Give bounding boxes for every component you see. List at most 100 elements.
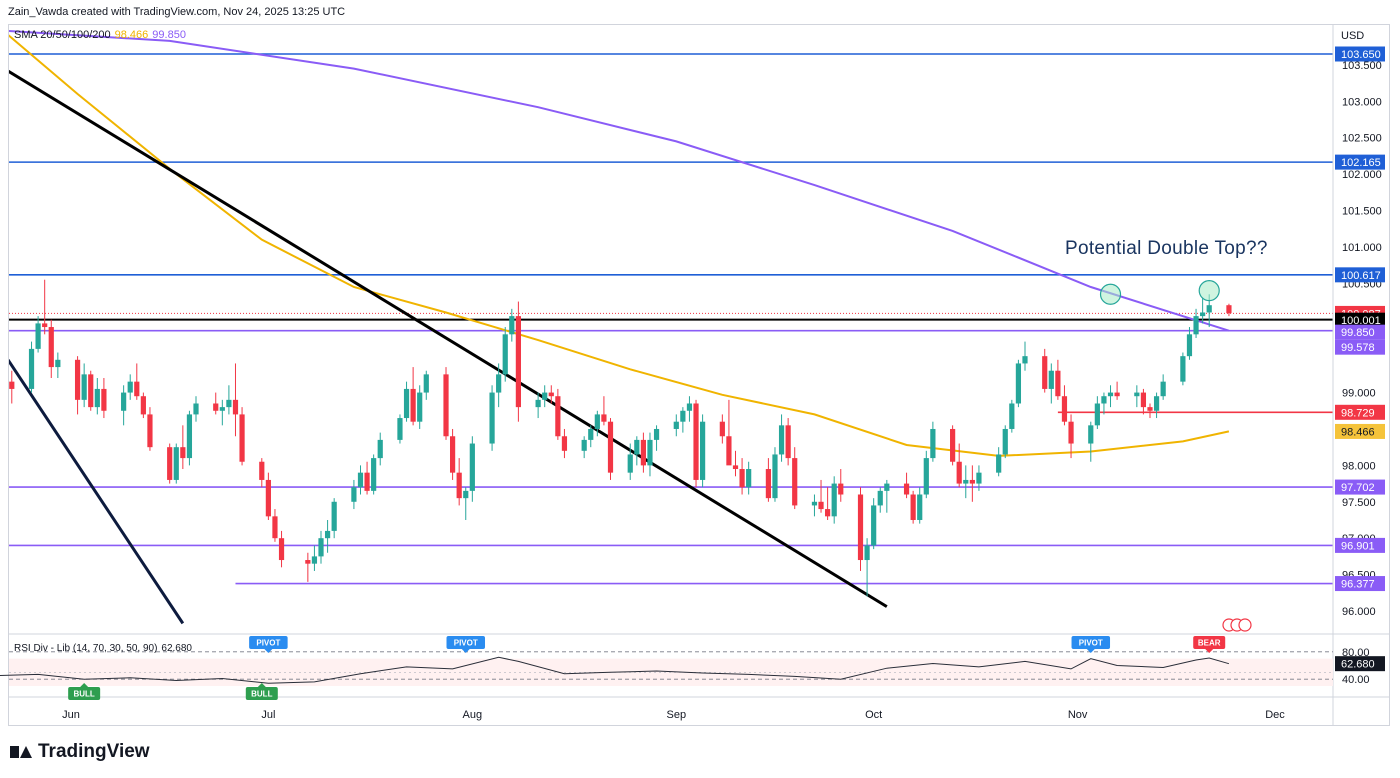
candle-body	[232, 399, 239, 415]
economic-event-icon	[1238, 618, 1252, 632]
candle-body	[930, 428, 936, 459]
tradingview-logo-text: TradingView	[38, 741, 150, 762]
candle-body	[331, 501, 337, 531]
candle-body	[265, 479, 271, 517]
candle-body	[996, 454, 1002, 473]
candle-body	[35, 323, 41, 349]
candle-body	[9, 381, 15, 389]
candle-body	[594, 414, 600, 429]
price-label: 98.729	[1341, 407, 1375, 419]
price-label: 97.702	[1341, 482, 1375, 494]
tradingview-logo-icon	[10, 746, 32, 758]
price-label: 98.466	[1341, 426, 1375, 438]
candle-body	[423, 374, 429, 393]
candle-body	[792, 458, 798, 506]
candle-body	[463, 490, 469, 499]
candle-body	[94, 388, 100, 408]
candle-body	[607, 421, 614, 473]
x-tick-label: Oct	[865, 709, 882, 721]
rsi-signal-bull	[68, 687, 101, 700]
candle-body	[311, 556, 318, 564]
candle-body	[443, 374, 449, 437]
candle-body	[1200, 312, 1206, 317]
trendline-upper	[9, 69, 888, 608]
candle-body	[1009, 403, 1015, 429]
candle-body	[917, 494, 923, 520]
double-top-circle-0	[1099, 283, 1122, 305]
candle-body	[910, 494, 916, 520]
rsi-tick-label: 80.00	[1342, 647, 1370, 659]
candle-body	[278, 538, 285, 561]
sma-legend[interactable]: SMA 20/50/100/200 98.466 99.850	[14, 29, 186, 41]
candle-body	[778, 425, 785, 455]
rsi-signal-bear	[1193, 636, 1226, 649]
y-tick-label: 103.500	[1342, 60, 1382, 72]
candle-body	[785, 425, 791, 459]
rsi-legend-name: RSI Div - Lib (14, 70, 30, 50, 90)	[14, 643, 158, 654]
sma-series-0	[9, 34, 1230, 457]
rsi-signal-pivot	[249, 636, 288, 649]
candle-body	[857, 494, 864, 561]
candle-body	[640, 439, 646, 466]
candle-body	[976, 472, 982, 484]
candle-body	[818, 501, 824, 510]
tradingview-logo[interactable]: TradingView	[10, 741, 150, 763]
price-label-box	[1335, 576, 1385, 592]
candle-body	[601, 414, 607, 422]
candle-body	[147, 414, 153, 448]
candle-body	[377, 439, 383, 459]
candle-body	[884, 483, 890, 491]
candle-body	[74, 359, 81, 400]
sma-series-1	[9, 30, 1230, 332]
candle-body	[950, 428, 956, 462]
rsi-legend[interactable]: RSI Div - Lib (14, 70, 30, 50, 90) 62.680	[14, 643, 192, 654]
candle-body	[1107, 392, 1114, 397]
candle-body	[489, 392, 495, 444]
candle-body	[101, 388, 107, 411]
x-tick-label: Aug	[463, 709, 483, 721]
candle-body	[456, 472, 462, 499]
price-label-box	[1335, 404, 1385, 420]
candle-body	[272, 516, 278, 539]
candle-body	[259, 461, 265, 480]
rsi-signal-bull	[245, 687, 278, 700]
candle-body	[969, 479, 975, 484]
candle-body	[509, 316, 515, 335]
sma-value-1: 98.466	[114, 29, 149, 41]
candle-body	[719, 421, 725, 437]
sma-legend-name: SMA 20/50/100/200	[14, 29, 111, 41]
y-tick-label: 102.000	[1342, 169, 1382, 181]
price-label: 99.578	[1341, 342, 1375, 354]
candle-body	[923, 458, 929, 495]
candle-body	[81, 374, 87, 400]
candle-body	[449, 436, 456, 473]
candle-body	[180, 447, 186, 459]
candle-body	[772, 454, 778, 499]
rsi-signal-pointer	[80, 683, 89, 687]
candle-body	[831, 483, 837, 517]
rsi-tick-label: 40.00	[1342, 674, 1370, 686]
candle-body	[864, 545, 870, 561]
y-tick-label: 101.500	[1342, 206, 1382, 218]
double-top-annotation[interactable]: Potential Double Top??	[1065, 238, 1268, 259]
candle-body	[634, 439, 640, 455]
main-pane[interactable]	[0, 21, 1333, 625]
rsi-line	[0, 656, 1230, 684]
candle-body	[371, 458, 377, 491]
trendline-lower	[9, 358, 185, 625]
candle-body	[653, 428, 660, 440]
rsi-signal-text: BEAR	[1198, 639, 1221, 648]
candle-body	[1101, 396, 1107, 404]
candle-body	[1140, 392, 1147, 408]
candle-body	[1048, 370, 1054, 389]
candle-body	[351, 487, 357, 502]
candle-body	[173, 447, 179, 480]
candle-body	[732, 465, 739, 470]
candle-body	[1193, 316, 1199, 335]
candle-body	[403, 388, 410, 419]
candle-body	[877, 490, 883, 506]
x-tick-label: Jul	[261, 709, 275, 721]
rsi-legend-value: 62.680	[161, 643, 192, 654]
candle-body	[1206, 305, 1212, 313]
